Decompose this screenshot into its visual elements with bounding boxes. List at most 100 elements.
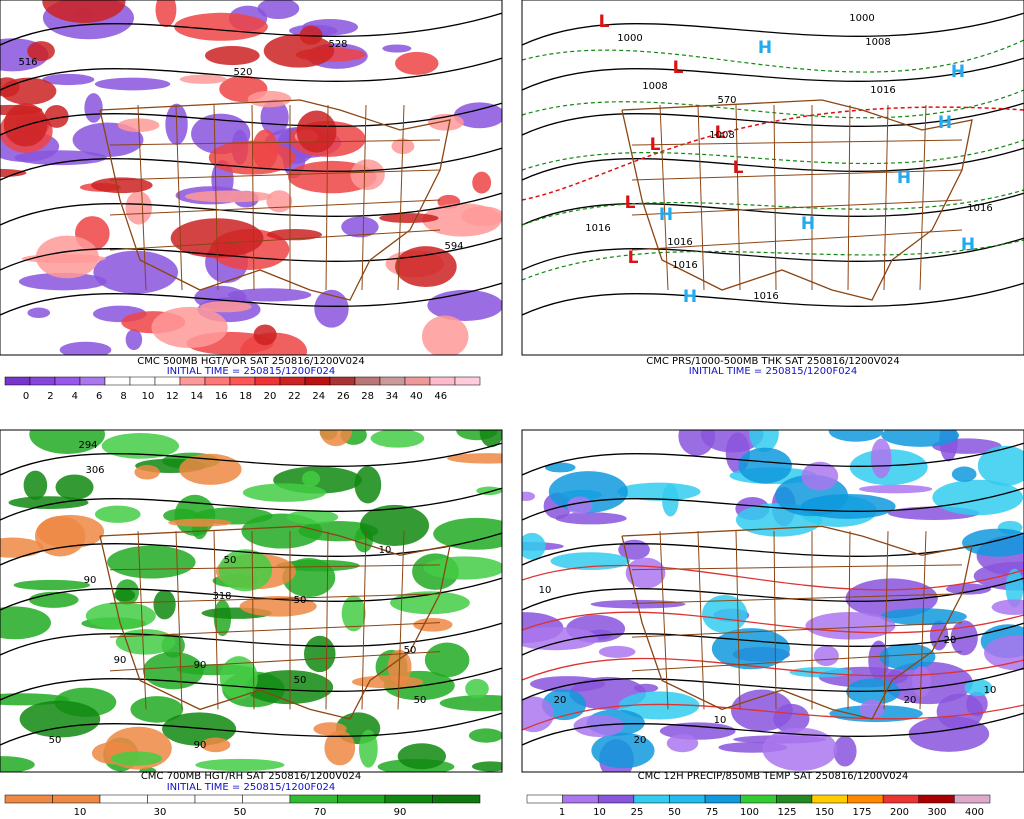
colorbar-label: 8 bbox=[120, 391, 126, 402]
state-line bbox=[361, 531, 367, 710]
shaded-area bbox=[413, 617, 453, 632]
shaded-area bbox=[424, 642, 470, 678]
shaded-area bbox=[13, 579, 91, 591]
map-label: 10 bbox=[714, 715, 727, 726]
state-line bbox=[773, 104, 777, 291]
shaded-area bbox=[27, 307, 51, 319]
shaded-area bbox=[195, 758, 285, 772]
colorbar-label: 400 bbox=[965, 807, 984, 818]
map-label: H bbox=[951, 62, 965, 82]
state-line bbox=[773, 531, 777, 710]
colorbar-swatch bbox=[918, 794, 955, 804]
temp-contour bbox=[522, 703, 1024, 731]
state-line bbox=[919, 531, 927, 710]
colorbar-swatch bbox=[882, 794, 920, 804]
state-line bbox=[175, 104, 183, 291]
shaded-area bbox=[257, 0, 300, 19]
colorbar-label: 175 bbox=[852, 807, 871, 818]
shaded-area bbox=[618, 691, 700, 720]
contour bbox=[522, 487, 1024, 521]
map-label: 50 bbox=[224, 555, 237, 566]
thickness-contour bbox=[522, 106, 1024, 201]
contour bbox=[0, 147, 502, 181]
panel-frame bbox=[0, 429, 503, 773]
map-label: 520 bbox=[233, 67, 252, 78]
state-line bbox=[847, 531, 851, 710]
map-label: H bbox=[758, 38, 772, 58]
colorbar-swatch bbox=[454, 376, 481, 386]
shaded-area bbox=[29, 430, 105, 454]
map-label: 306 bbox=[85, 465, 104, 476]
state-line bbox=[631, 622, 963, 638]
colorbar-swatch bbox=[279, 376, 306, 386]
state-line bbox=[631, 593, 963, 604]
shaded-area bbox=[379, 213, 439, 224]
shaded-area bbox=[42, 0, 126, 23]
map-label: 1008 bbox=[709, 130, 734, 141]
panel-frame bbox=[521, 429, 1024, 773]
shaded-area bbox=[427, 289, 502, 321]
map-label: 318 bbox=[212, 591, 231, 602]
map-label: 1000 bbox=[849, 13, 874, 24]
map-label: 516 bbox=[18, 57, 37, 68]
map-label: H bbox=[683, 287, 697, 307]
shaded-area bbox=[870, 438, 892, 479]
shaded-area bbox=[36, 514, 105, 549]
coastline bbox=[99, 525, 451, 720]
colorbar-label: 30 bbox=[154, 807, 167, 818]
shaded-area bbox=[244, 670, 334, 705]
shaded-area bbox=[358, 729, 378, 768]
contour bbox=[0, 442, 502, 476]
colorbar-swatch bbox=[254, 376, 281, 386]
colorbar-swatch bbox=[337, 794, 386, 804]
colorbar-swatch bbox=[354, 376, 381, 386]
shaded-area bbox=[951, 466, 977, 482]
shaded-area bbox=[544, 462, 576, 473]
shaded-area bbox=[395, 246, 457, 288]
shaded-area bbox=[550, 552, 631, 571]
contour bbox=[522, 712, 1024, 746]
state-line bbox=[697, 104, 705, 291]
contour bbox=[522, 102, 1024, 136]
state-line bbox=[397, 104, 405, 291]
shaded-area bbox=[625, 557, 666, 589]
map-area bbox=[522, 0, 1024, 355]
colorbar-label: 34 bbox=[386, 391, 399, 402]
colorbar-label: 16 bbox=[215, 391, 228, 402]
shaded-area bbox=[168, 518, 232, 527]
shaded-area bbox=[242, 483, 326, 502]
contour bbox=[522, 622, 1024, 656]
state-line bbox=[109, 593, 441, 604]
map-label: L bbox=[733, 158, 744, 178]
shaded-area bbox=[8, 496, 89, 510]
shaded-area bbox=[0, 168, 27, 178]
shaded-area bbox=[476, 486, 502, 496]
map-label: 50 bbox=[414, 695, 427, 706]
map-label: 50 bbox=[294, 595, 307, 606]
colorbar-swatch bbox=[704, 794, 741, 804]
contour bbox=[522, 577, 1024, 611]
colorbar-swatch bbox=[104, 376, 131, 386]
map-label: 90 bbox=[194, 740, 207, 751]
contour bbox=[0, 237, 502, 271]
coastline bbox=[621, 525, 973, 720]
shaded-area bbox=[266, 190, 293, 213]
state-line bbox=[659, 104, 669, 291]
shaded-area bbox=[351, 675, 424, 689]
colorbar-swatch bbox=[99, 794, 148, 804]
state-line bbox=[109, 199, 441, 216]
colorbar-label: 10 bbox=[74, 807, 87, 818]
map-label: L bbox=[715, 123, 726, 143]
shaded-area bbox=[179, 74, 227, 84]
state-line bbox=[883, 531, 889, 710]
map-label: L bbox=[599, 12, 610, 32]
colorbar-label: 24 bbox=[312, 391, 325, 402]
shaded-area bbox=[174, 12, 268, 41]
shaded-area bbox=[666, 734, 699, 753]
map-label: 10 bbox=[539, 585, 552, 596]
shaded-area bbox=[125, 191, 153, 225]
colorbar-swatch bbox=[29, 376, 56, 386]
shaded-area bbox=[773, 703, 810, 734]
colorbar-swatch bbox=[147, 794, 196, 804]
state-line bbox=[919, 104, 927, 291]
